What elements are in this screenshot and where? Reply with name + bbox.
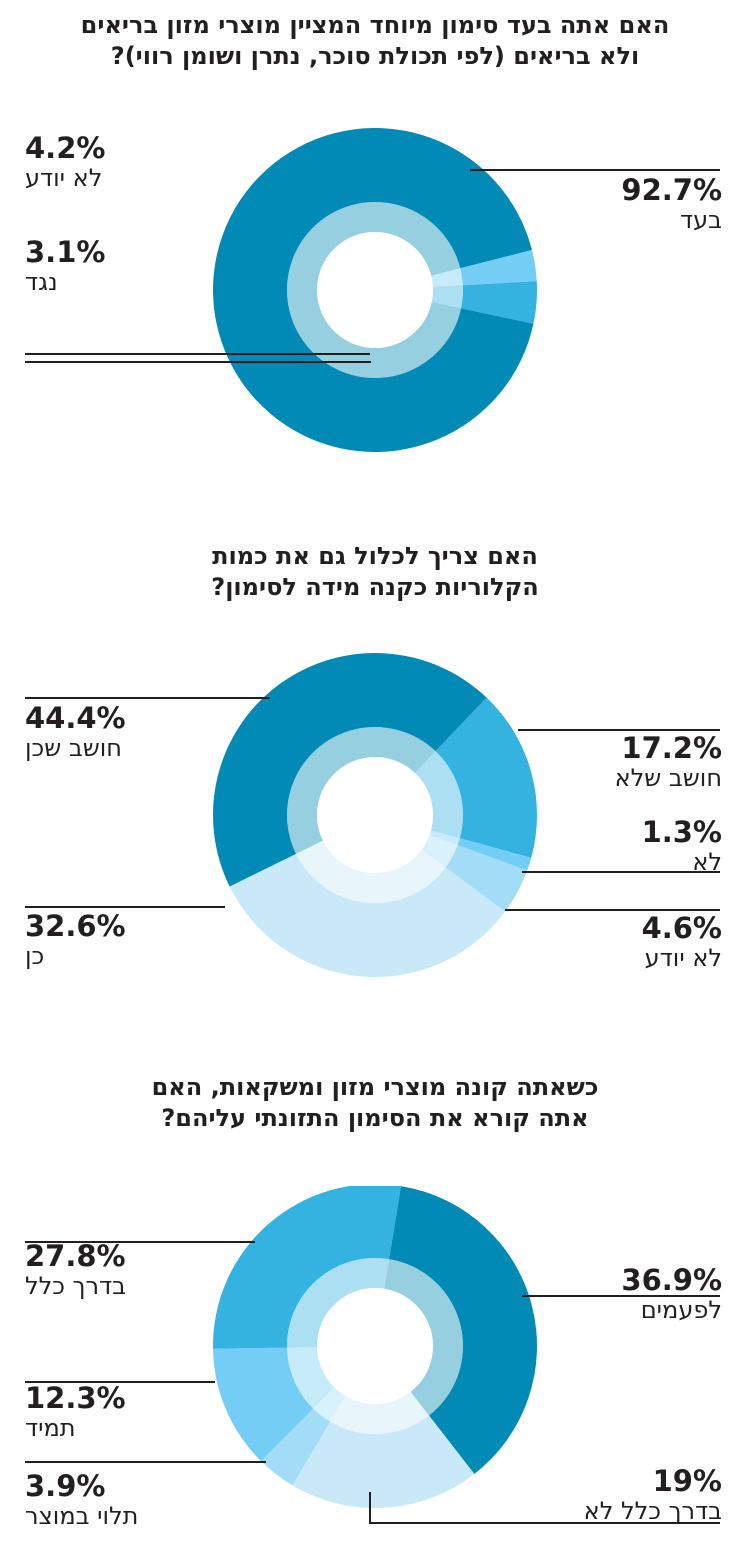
donut-hole xyxy=(317,232,433,348)
chart1-donut xyxy=(25,127,720,452)
chart2-title: האם צריך לכלול גם את כמות הקלוריות כקנה … xyxy=(211,542,539,601)
chart2-label-yes: 32.6% כן xyxy=(25,909,126,970)
donut-inner-ring-3-5 xyxy=(287,1258,390,1348)
donut-inner-ring-3-3 xyxy=(313,1387,346,1422)
chart3-donut xyxy=(25,1186,720,1524)
donut-slice-1-1 xyxy=(213,127,534,452)
chart1-title: האם אתה בעד סימון מיוחד המציין מוצרי מזו… xyxy=(80,11,670,70)
donut-slice-2-1 xyxy=(435,697,537,858)
chart2-label-dontknow: 4.6% לא יודע xyxy=(641,911,722,972)
chart3-title: כשאתה קונה מוצרי מזון ומשקאות, האם אתה ק… xyxy=(151,1073,599,1132)
donut-inner-ring-3-2 xyxy=(330,1391,429,1434)
chart3-label-sometimes: 36.9% לפעמים xyxy=(621,1263,722,1324)
chart3-label-depends: 3.9% תלוי במוצר xyxy=(25,1469,139,1530)
donut-inner-ring-1-1 xyxy=(287,202,462,378)
donut-inner-ring-1-2 xyxy=(431,268,463,287)
donut-inner-ring-overlay xyxy=(287,202,463,378)
donut-slice-2-5 xyxy=(213,653,487,887)
donut-inner-ring-2-2 xyxy=(429,830,460,846)
chart2-donut xyxy=(25,653,720,977)
donut-hole xyxy=(317,757,433,873)
donut-slice-2-2 xyxy=(457,838,532,871)
chart1-label-dontknow: 4.2% לא יודע xyxy=(25,131,106,192)
donut-inner-ring-overlay xyxy=(287,727,463,903)
donut-hole xyxy=(317,1288,433,1404)
chart3-label-usually-not: 19% בדרך כלל לא xyxy=(583,1464,722,1525)
donut-inner-ring-2-4 xyxy=(296,840,446,903)
donut-inner-ring-3-1 xyxy=(384,1259,464,1416)
chart3-label-always: 12.3% תמיד xyxy=(25,1381,126,1442)
donut-slice-2-3 xyxy=(445,845,528,912)
chart2-label-think-no: 17.2% חושב שלא xyxy=(614,731,722,792)
donut-inner-ring-2-5 xyxy=(286,726,436,854)
donut-inner-ring-2-1 xyxy=(414,751,463,839)
donut-slice-2-4 xyxy=(229,853,506,977)
chart2-label-think-yes: 44.4% חושב שכן xyxy=(25,701,126,762)
donut-slice-3-3 xyxy=(261,1408,331,1486)
donut-inner-ring-overlay xyxy=(287,1258,463,1434)
donut-slice-3-4 xyxy=(213,1347,314,1462)
leader-line-3-2 xyxy=(369,1492,720,1524)
donut-slice-3-5 xyxy=(213,1186,401,1349)
donut-inner-ring-1-3 xyxy=(431,285,464,309)
chart1-label-against: 3.1% נגד xyxy=(25,235,106,296)
donut-slice-1-3 xyxy=(461,281,537,324)
donut-inner-ring-3-4 xyxy=(287,1346,335,1409)
chart3-label-usually: 27.8% בדרך כלל xyxy=(25,1239,127,1300)
chart2-label-no: 1.3% לא xyxy=(641,815,722,876)
chart1-label-for: 92.7% בעד xyxy=(621,173,722,234)
donut-slice-3-2 xyxy=(292,1415,475,1508)
donut-inner-ring-2-3 xyxy=(421,834,458,868)
donut-slice-3-1 xyxy=(389,1186,537,1474)
donut-slice-1-2 xyxy=(460,250,537,286)
